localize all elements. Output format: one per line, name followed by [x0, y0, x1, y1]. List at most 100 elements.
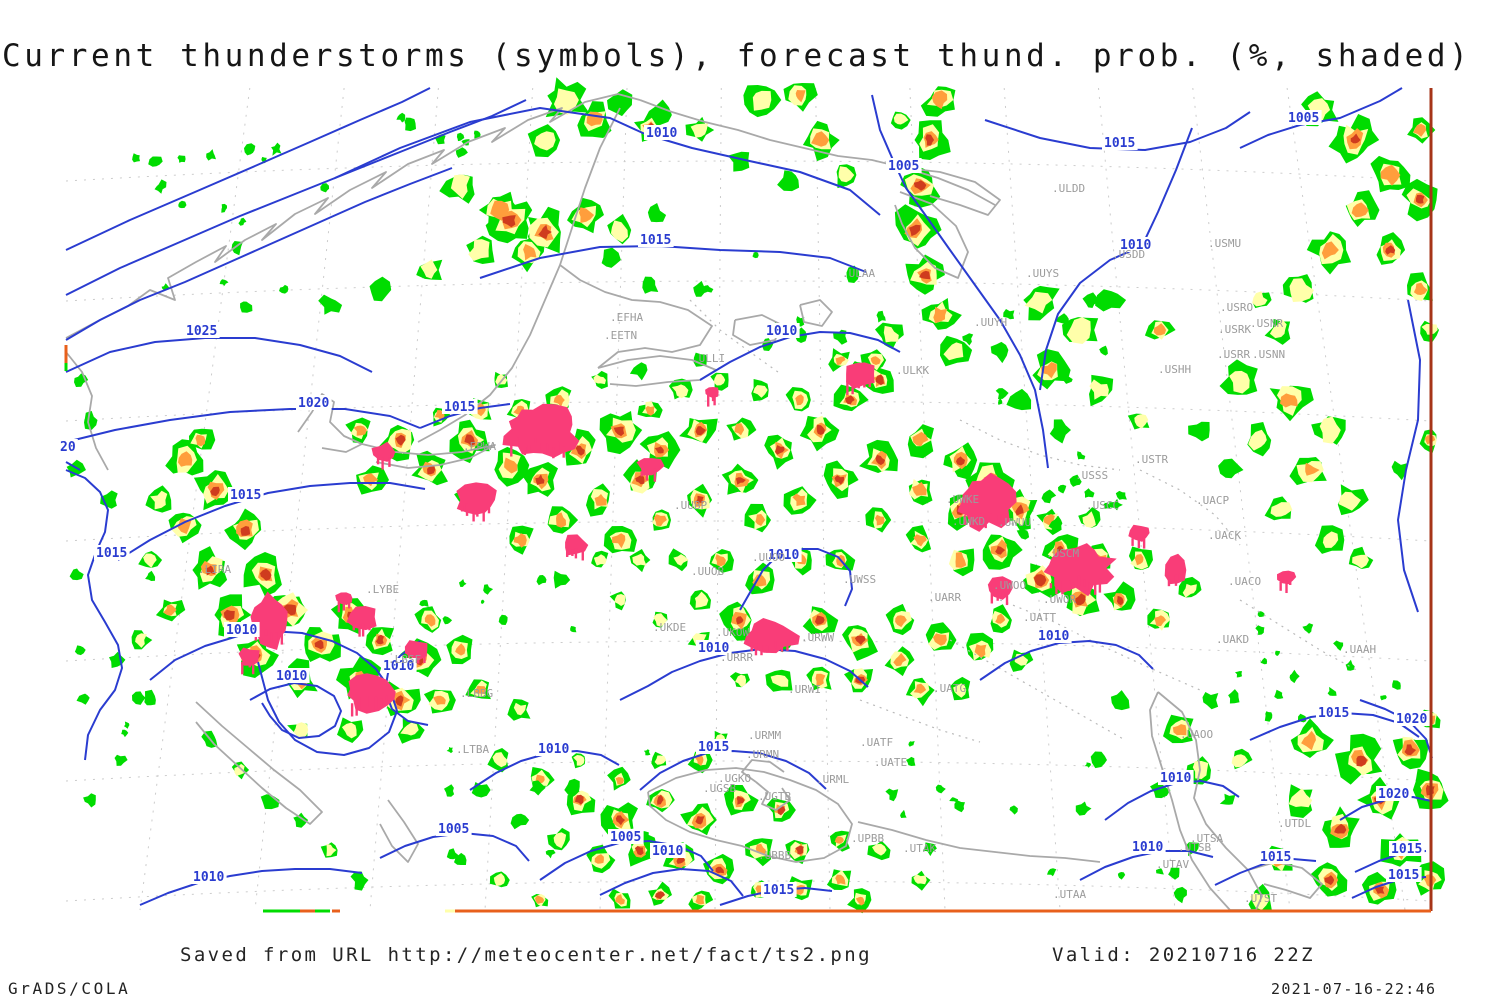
prob-speckle — [1099, 345, 1108, 356]
prob-contour-fill — [990, 341, 1009, 364]
prob-contour-fill — [1188, 421, 1210, 442]
thunderstorm-cluster — [987, 576, 1013, 600]
thunderstorm-cluster — [250, 591, 288, 650]
prob-contour-fill — [1252, 291, 1268, 307]
prob-contour-fill — [634, 845, 644, 856]
graticule-meridian — [139, 87, 251, 911]
thunderstorm-cluster — [238, 647, 260, 666]
prob-contour-fill — [369, 276, 392, 302]
prob-contour-fill — [653, 613, 668, 627]
prob-speckle — [442, 616, 453, 625]
isobar-label-bg — [696, 739, 732, 754]
caucasus-line — [857, 821, 1101, 863]
prob-contour-fill — [326, 843, 337, 857]
isobar-label-bg — [1386, 867, 1422, 882]
prob-contour-fill — [654, 446, 664, 454]
graticule-parallel — [65, 520, 1432, 542]
prob-contour-fill — [690, 123, 709, 138]
isobar-label-bg — [1389, 841, 1425, 856]
prob-speckle — [949, 797, 959, 803]
station-code-label: .UUYS — [1026, 267, 1059, 280]
prob-speckle — [846, 265, 860, 283]
isobar-label-bg — [296, 395, 332, 410]
isobar-line — [65, 408, 421, 443]
prob-contour-fill — [875, 374, 884, 386]
coastline-layer — [65, 93, 1361, 911]
prob-speckle — [1047, 868, 1057, 877]
prob-contour-fill — [1231, 754, 1248, 768]
prob-contour-fill — [553, 570, 571, 589]
station-code-label: .UTAV — [1156, 858, 1189, 871]
station-code-label: .URML — [816, 773, 849, 786]
sea-of-azov — [741, 759, 785, 783]
isobar-line — [984, 111, 1251, 151]
station-code-label: .UACO — [1228, 575, 1261, 588]
prob-contour-fill — [792, 493, 806, 506]
prob-contour-fill — [135, 633, 147, 648]
label-layer: 1010 1015 1005 1015 1005 1010 1025 1020 1015 20 10… — [58, 110, 1430, 905]
prob-speckle — [446, 848, 459, 860]
isobar-line — [739, 548, 853, 611]
prob-contour-fill — [854, 635, 866, 645]
prob-contour-fill — [223, 609, 235, 621]
prob-speckle — [480, 599, 485, 604]
prob-contour-fill — [1289, 278, 1314, 302]
station-code-label: .LYBE — [366, 583, 399, 596]
prob-speckle — [271, 142, 282, 156]
station-code-label: .LTBA — [456, 743, 489, 756]
isobar-label: 1010 — [383, 659, 414, 674]
isobar-label: 1015 — [444, 400, 475, 415]
prob-contour-fill — [341, 722, 357, 739]
prob-speckle — [900, 809, 907, 818]
valid-time-caption: Valid: 20210716 22Z — [1052, 944, 1315, 966]
station-code-label: .UUYH — [974, 316, 1007, 329]
prob-contour-fill — [450, 174, 470, 199]
lake-ladoga — [732, 314, 783, 346]
kola-coast — [904, 167, 1001, 216]
black-sea — [647, 767, 853, 863]
prob-contour-fill — [314, 639, 324, 650]
prob-speckle — [1115, 490, 1127, 500]
prob-speckle — [1084, 488, 1095, 498]
prob-speckle — [148, 156, 163, 167]
prob-contour-fill — [1356, 755, 1368, 767]
prob-contour-fill — [553, 395, 565, 407]
lake-onega — [799, 299, 833, 327]
prob-speckle — [998, 398, 1003, 405]
prob-contour-fill — [607, 89, 633, 117]
prob-contour-fill — [974, 644, 987, 658]
prob-contour-fill — [260, 794, 280, 810]
map-edge-layer — [64, 88, 1433, 913]
italy-adriatic — [195, 701, 323, 825]
prob-speckle — [1003, 309, 1015, 320]
isobar-label-bg — [766, 547, 802, 562]
prob-contour-fill — [693, 352, 707, 367]
prob-contour-fill — [610, 220, 628, 243]
prob-contour-fill — [293, 722, 309, 739]
prob-speckle — [908, 741, 915, 747]
prob-contour-fill — [1090, 751, 1107, 769]
prob-contour-fill — [177, 518, 192, 534]
region-border — [999, 599, 1201, 691]
station-code-label: .UWUU — [998, 516, 1031, 529]
prob-contour-fill — [493, 873, 506, 887]
prob-contour-fill — [1301, 730, 1316, 751]
isobar-label-bg — [886, 158, 922, 173]
prob-speckle — [206, 149, 216, 161]
isobar-label: 1010 — [1132, 840, 1163, 855]
station-code-label: .URWW — [801, 631, 834, 644]
station-code-label: .URMM — [748, 729, 781, 742]
isobar-label-bg — [764, 323, 800, 338]
station-code-label: .ULAA — [842, 267, 875, 280]
station-code-label: .UUOB — [691, 565, 724, 578]
prob-contour-fill — [1324, 875, 1335, 886]
region-border — [1139, 469, 1241, 546]
prob-contour-fill — [492, 752, 508, 768]
prob-contour-fill — [909, 224, 921, 237]
prob-contour-fill — [642, 276, 659, 294]
prob-contour-fill — [395, 695, 404, 707]
prob-speckle — [74, 645, 86, 656]
graticule-meridian — [599, 87, 628, 911]
station-code-label: .EETN — [604, 329, 637, 342]
isobar-label: 1015 — [1388, 868, 1419, 883]
